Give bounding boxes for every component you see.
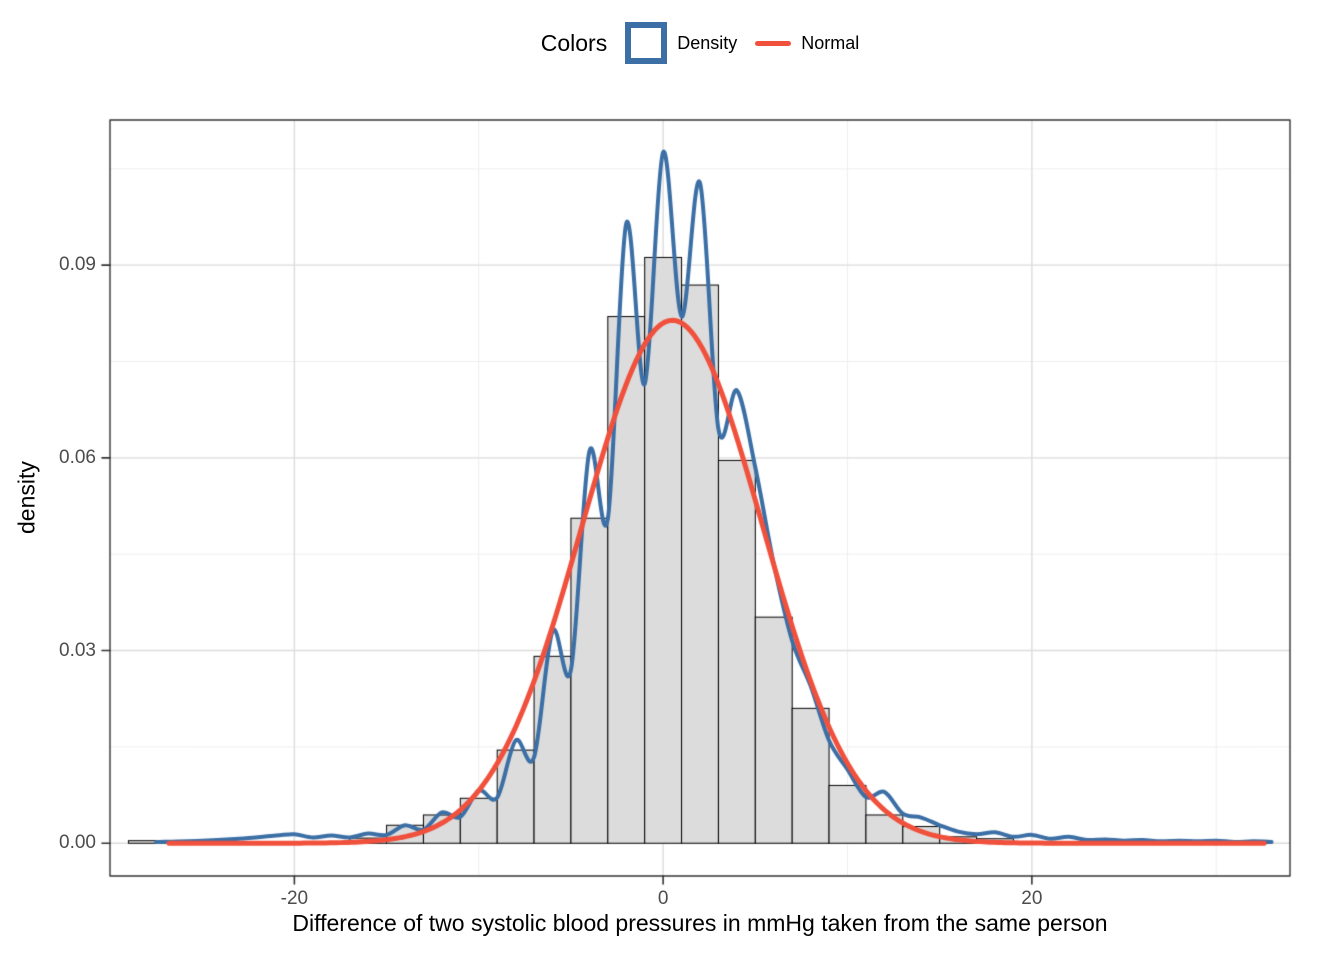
- density-key-icon: [625, 22, 668, 64]
- y-tick-label: 0.03: [59, 639, 96, 661]
- legend-item-density: Density: [625, 22, 737, 64]
- legend-label-density: Density: [677, 32, 738, 53]
- x-axis-title: Difference of two systolic blood pressur…: [292, 910, 1108, 936]
- y-axis-title: density: [13, 461, 40, 535]
- legend-title: Colors: [540, 29, 608, 56]
- x-tick-label: -20: [280, 888, 309, 909]
- x-tick-label: 20: [1021, 888, 1043, 909]
- y-tick-label: 0.09: [59, 254, 96, 276]
- x-tick-label: 0: [657, 888, 669, 909]
- normal-key-icon: [755, 40, 792, 46]
- legend-item-normal: Normal: [755, 33, 859, 54]
- y-tick-label: 0.00: [59, 832, 96, 854]
- y-tick-label: 0.06: [59, 446, 96, 468]
- legend: Colors Density Normal: [28, 22, 1344, 64]
- legend-label-normal: Normal: [801, 32, 860, 53]
